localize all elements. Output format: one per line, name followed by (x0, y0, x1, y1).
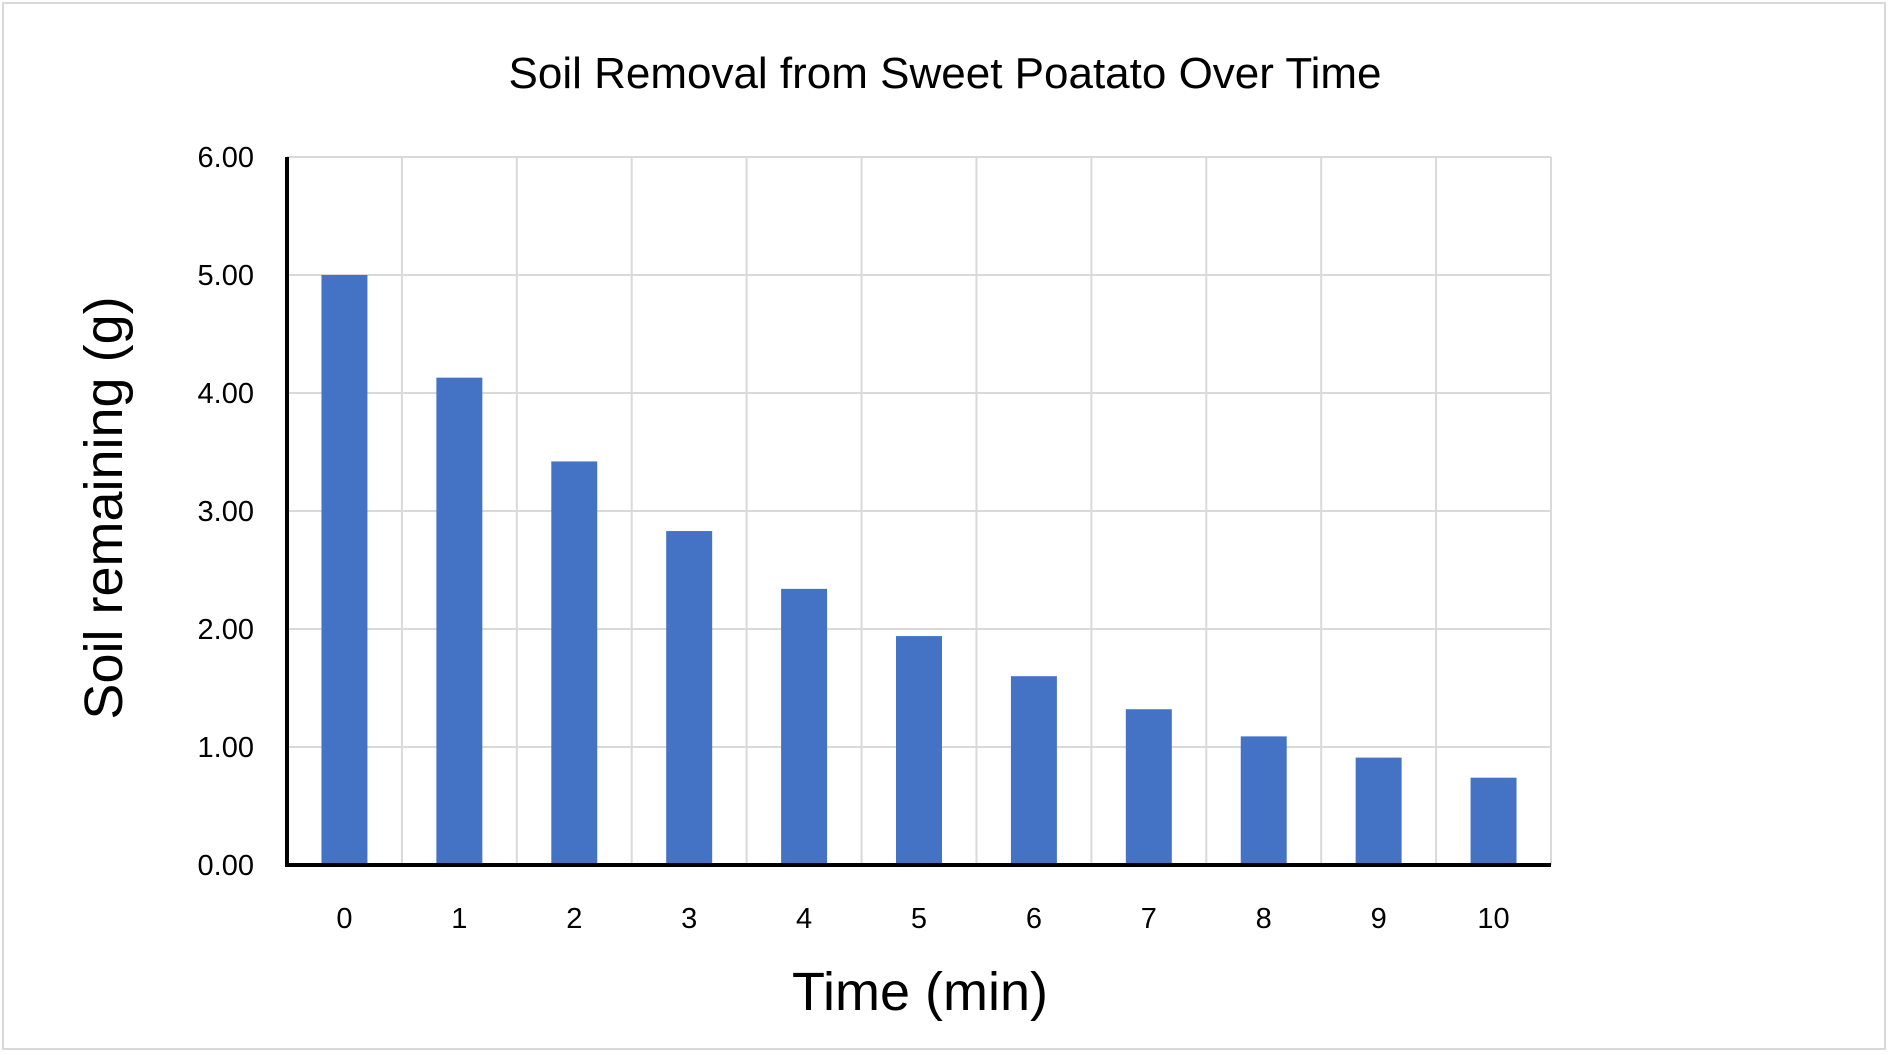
y-tick-label: 1.00 (198, 732, 254, 764)
x-tick-label: 2 (566, 903, 582, 935)
x-tick-label: 3 (681, 903, 697, 935)
bar (321, 275, 368, 865)
x-tick-label: 9 (1371, 903, 1387, 935)
x-tick-label: 1 (451, 903, 467, 935)
bar (1240, 736, 1287, 865)
chart-title: Soil Removal from Sweet Poatato Over Tim… (509, 49, 1382, 98)
bars (321, 275, 1517, 865)
y-tick-label: 5.00 (198, 260, 254, 292)
x-tick-label: 5 (911, 903, 927, 935)
bar (436, 377, 483, 865)
axes (285, 157, 1551, 867)
y-tick-labels: 0.00 1.00 2.00 3.00 4.00 5.00 6.00 (198, 142, 254, 882)
y-tick-label: 2.00 (198, 614, 254, 646)
bar (1125, 709, 1172, 865)
bar (1010, 676, 1057, 865)
y-tick-label: 3.00 (198, 496, 254, 528)
bar (1355, 757, 1402, 865)
x-tick-labels: 0 1 2 3 4 5 6 7 8 9 10 (336, 903, 1509, 935)
bar (666, 531, 713, 865)
bar (551, 461, 598, 865)
x-tick-label: 8 (1256, 903, 1272, 935)
x-tick-label: 10 (1477, 903, 1509, 935)
y-axis-label: Soil remaining (g) (74, 296, 134, 719)
bar (1470, 777, 1517, 865)
bar (781, 588, 828, 865)
x-tick-label: 4 (796, 903, 812, 935)
y-tick-label: 0.00 (198, 850, 254, 882)
y-tick-label: 6.00 (198, 142, 254, 174)
x-tick-label: 0 (336, 903, 352, 935)
gridlines (287, 156, 1552, 865)
x-axis-label: Time (min) (792, 962, 1048, 1022)
x-tick-label: 7 (1141, 903, 1157, 935)
y-tick-label: 4.00 (198, 378, 254, 410)
bar (896, 636, 942, 865)
x-tick-label: 6 (1026, 903, 1042, 935)
